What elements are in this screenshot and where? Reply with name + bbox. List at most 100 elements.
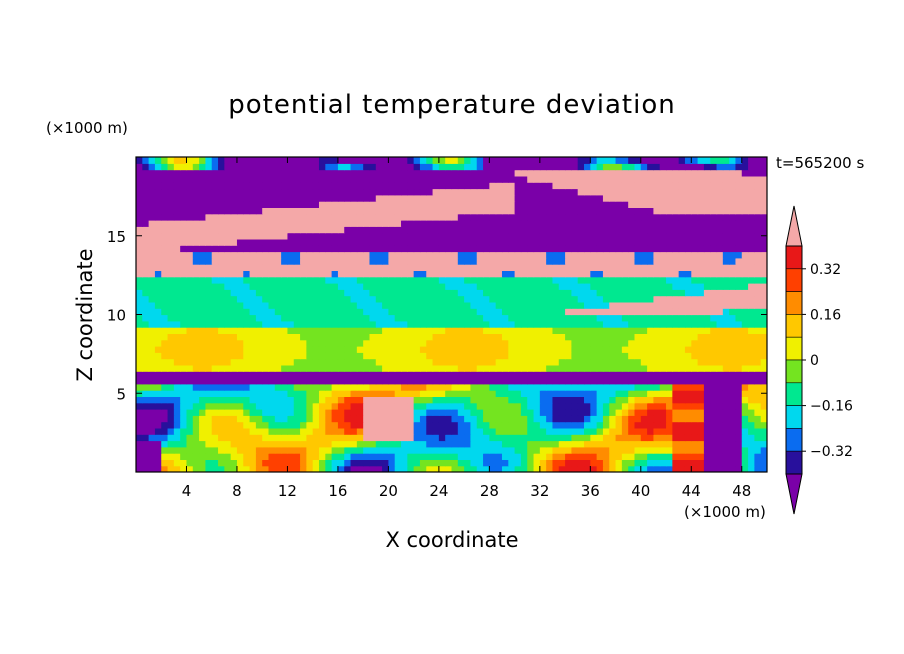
field-cell — [495, 264, 503, 271]
field-cell — [710, 264, 718, 271]
field-cell — [218, 371, 225, 379]
field-cell — [325, 220, 333, 227]
field-cell — [697, 308, 705, 316]
field-cell — [483, 314, 490, 322]
field-cell — [388, 434, 396, 442]
field-cell — [363, 226, 371, 234]
field-cell — [735, 383, 743, 391]
field-cell — [161, 333, 169, 341]
field-cell — [230, 333, 238, 341]
field-cell — [584, 188, 591, 196]
field-cell — [401, 251, 408, 259]
field-cell — [249, 358, 257, 366]
field-cell — [192, 333, 200, 341]
field-cell — [356, 207, 364, 215]
field-cell — [609, 264, 617, 271]
field-cell — [218, 188, 225, 196]
field-cell — [590, 358, 598, 366]
field-cell — [533, 440, 541, 448]
field-cell — [419, 264, 427, 271]
field-cell — [621, 421, 629, 429]
field-cell — [621, 446, 629, 454]
field-cell — [666, 402, 673, 410]
field-cell — [457, 157, 465, 164]
field-cell — [476, 434, 484, 442]
field-cell — [501, 396, 509, 404]
field-cell — [161, 402, 169, 410]
field-cell — [602, 207, 610, 215]
field-cell — [249, 402, 257, 410]
field-cell — [173, 226, 181, 234]
field-cell — [722, 213, 730, 221]
field-cell — [186, 308, 194, 316]
field-cell — [684, 238, 692, 246]
field-cell — [691, 346, 699, 353]
field-cell — [748, 427, 755, 435]
field-cell — [186, 459, 194, 467]
field-cell — [382, 453, 389, 460]
field-cell — [571, 238, 579, 246]
field-cell — [293, 383, 301, 391]
field-cell — [300, 194, 307, 202]
field-cell — [590, 333, 598, 341]
field-cell — [300, 289, 307, 297]
field-cell — [527, 327, 535, 334]
field-cell — [255, 289, 263, 297]
field-cell — [659, 175, 667, 183]
field-cell — [741, 283, 749, 290]
field-cell — [306, 352, 314, 360]
field-cell — [432, 421, 440, 429]
field-cell — [577, 327, 585, 334]
field-cell — [173, 434, 181, 442]
field-cell — [375, 232, 383, 240]
field-cell — [312, 352, 320, 360]
field-cell — [697, 346, 705, 353]
field-cell — [167, 157, 175, 164]
field-cell — [413, 220, 421, 227]
field-cell — [703, 327, 711, 334]
field-cell — [331, 220, 339, 227]
field-cell — [136, 163, 143, 171]
field-cell — [230, 320, 238, 328]
field-cell — [666, 207, 673, 215]
field-cell — [748, 402, 755, 410]
field-cell — [236, 245, 244, 253]
field-cell — [533, 383, 541, 391]
field-cell — [483, 226, 490, 234]
field-cell — [293, 371, 301, 379]
field-cell — [401, 377, 408, 385]
field-cell — [565, 245, 572, 253]
field-cell — [268, 415, 276, 423]
field-cell — [584, 289, 591, 297]
field-cell — [729, 427, 737, 435]
field-cell — [722, 409, 730, 416]
field-cell — [375, 169, 383, 177]
field-cell — [653, 396, 661, 404]
field-cell — [186, 283, 194, 290]
field-cell — [584, 213, 591, 221]
field-cell — [375, 358, 383, 366]
field-cell — [274, 446, 282, 454]
field-cell — [514, 459, 522, 467]
field-cell — [363, 440, 371, 448]
field-cell — [199, 390, 207, 397]
field-cell — [476, 251, 484, 259]
field-cell — [754, 383, 762, 391]
field-cell — [199, 194, 207, 202]
field-cell — [539, 327, 547, 334]
field-cell — [565, 459, 572, 467]
field-cell — [413, 459, 421, 467]
field-cell — [287, 251, 295, 259]
field-cell — [142, 169, 150, 177]
field-cell — [300, 396, 307, 404]
field-cell — [672, 371, 680, 379]
field-cell — [533, 232, 541, 240]
field-cell — [438, 238, 446, 246]
field-cell — [262, 220, 270, 227]
field-cell — [514, 264, 522, 271]
field-cell — [419, 364, 427, 372]
field-cell — [173, 352, 181, 360]
field-cell — [558, 264, 566, 271]
field-cell — [729, 339, 737, 347]
field-cell — [495, 175, 503, 183]
